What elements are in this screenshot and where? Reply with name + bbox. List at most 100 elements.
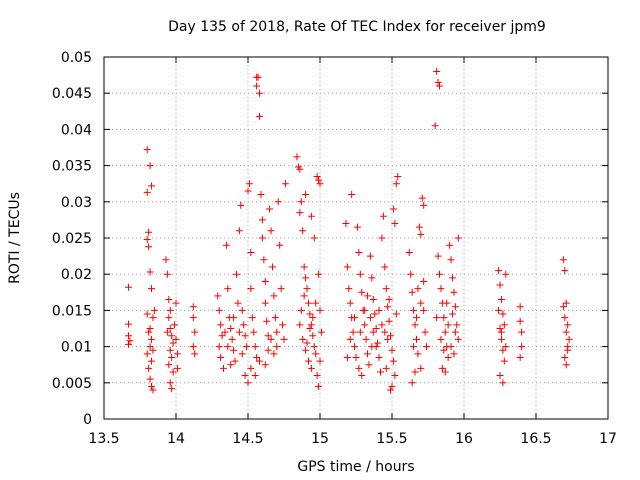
data-point	[366, 314, 374, 322]
data-point	[316, 306, 324, 314]
data-point	[277, 285, 285, 293]
data-point	[309, 314, 317, 322]
data-point	[248, 314, 256, 322]
data-point	[564, 346, 572, 354]
data-point	[382, 364, 390, 372]
data-point	[250, 328, 258, 336]
data-point	[266, 205, 274, 213]
data-point	[306, 310, 314, 318]
data-point	[414, 285, 422, 293]
data-point	[431, 122, 439, 130]
data-point	[315, 382, 323, 390]
data-point	[235, 227, 243, 235]
data-point	[148, 285, 156, 293]
data-point	[369, 328, 377, 336]
data-point	[391, 220, 399, 228]
data-point	[562, 328, 570, 336]
data-point	[230, 346, 238, 354]
data-point	[420, 201, 428, 209]
data-point	[420, 306, 428, 314]
data-point	[146, 268, 154, 276]
data-point	[247, 285, 255, 293]
data-point	[296, 209, 304, 217]
x-tick-label: 14	[167, 431, 185, 447]
data-point	[251, 343, 259, 351]
data-point	[499, 310, 507, 318]
data-point	[346, 335, 354, 343]
data-point	[217, 353, 225, 361]
data-point	[423, 343, 431, 351]
data-point	[516, 353, 524, 361]
data-point	[444, 353, 452, 361]
data-point	[218, 332, 226, 340]
data-point	[313, 172, 321, 180]
data-point	[145, 328, 153, 336]
data-point	[254, 73, 262, 81]
data-point	[362, 335, 370, 343]
data-point	[304, 299, 312, 307]
data-point	[145, 243, 153, 251]
data-point	[378, 234, 386, 242]
data-point	[368, 343, 376, 351]
data-point	[279, 321, 287, 329]
data-point	[500, 321, 508, 329]
data-point	[307, 321, 315, 329]
data-point	[345, 285, 353, 293]
data-point	[388, 346, 396, 354]
data-point	[143, 146, 151, 154]
data-point	[148, 382, 156, 390]
data-point	[143, 235, 151, 243]
data-point	[149, 346, 157, 354]
data-point	[230, 314, 238, 322]
data-point	[433, 67, 441, 75]
data-point	[564, 321, 572, 329]
data-point	[436, 270, 444, 278]
data-point	[352, 353, 360, 361]
data-point	[169, 368, 177, 376]
data-point	[447, 256, 455, 264]
data-point	[316, 357, 324, 365]
data-points	[124, 67, 573, 394]
data-point	[173, 350, 181, 358]
data-point	[441, 328, 449, 336]
x-tick-label: 16.5	[520, 431, 551, 447]
data-point	[238, 306, 246, 314]
data-point	[163, 328, 171, 336]
data-point	[343, 353, 351, 361]
data-point	[238, 350, 246, 358]
data-point	[124, 340, 132, 348]
data-point	[149, 386, 157, 394]
data-point	[271, 314, 279, 322]
axis-ticks: 13.5 14 14.5 15 15.5 16 16.5 17 0 0.005 0.01 0.015 0…	[52, 50, 617, 447]
data-point	[172, 299, 180, 307]
data-point	[244, 187, 252, 195]
data-point	[349, 328, 357, 336]
data-point	[315, 270, 323, 278]
y-tick-label: 0.025	[52, 231, 92, 247]
data-point	[215, 343, 223, 351]
data-point	[361, 321, 369, 329]
data-point	[411, 321, 419, 329]
x-tick-label: 16	[455, 431, 473, 447]
data-point	[412, 314, 420, 322]
data-point	[496, 372, 504, 380]
data-point	[191, 350, 199, 358]
data-point	[391, 372, 399, 380]
data-point	[237, 201, 245, 209]
data-point	[561, 314, 569, 322]
data-point	[261, 361, 269, 369]
data-point	[497, 328, 505, 336]
data-point	[375, 306, 383, 314]
data-point	[240, 321, 248, 329]
data-point	[440, 346, 448, 354]
data-point	[317, 328, 325, 336]
data-point	[253, 82, 261, 90]
data-point	[274, 198, 282, 206]
data-point	[389, 357, 397, 365]
data-point	[561, 267, 569, 275]
data-point	[168, 353, 176, 361]
data-point	[374, 339, 382, 347]
data-point	[309, 332, 317, 340]
data-point	[364, 292, 372, 300]
data-point	[261, 299, 269, 307]
